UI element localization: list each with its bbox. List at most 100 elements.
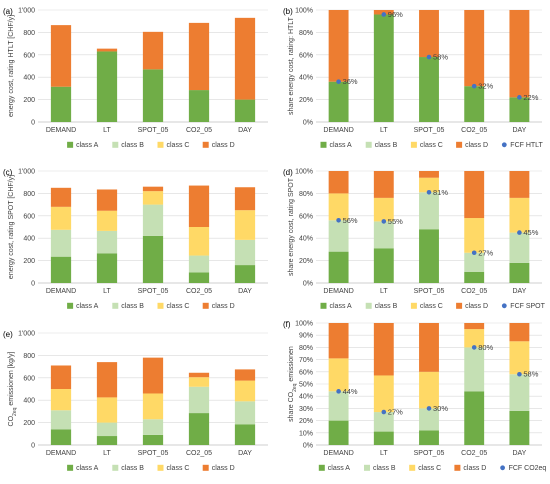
- bar-segment: [142, 434, 164, 445]
- bar-segment: [234, 401, 256, 425]
- y-tick-label: 80%: [299, 345, 313, 352]
- bar-segment: [373, 323, 394, 376]
- bar-segment: [464, 10, 485, 87]
- bar-segment: [373, 375, 394, 413]
- bar-segment: [419, 57, 439, 122]
- bar-segment: [50, 365, 72, 389]
- x-tick-label: SPOT_05: [414, 127, 445, 134]
- y-tick-label: 30%: [299, 406, 313, 413]
- legend-swatch: [364, 464, 370, 471]
- bar-segment: [188, 227, 210, 256]
- bar-segment: [188, 377, 210, 387]
- legend-label: class D: [212, 303, 235, 310]
- bar-segment: [96, 436, 118, 445]
- y-tick-label: 200: [23, 258, 35, 265]
- bar-segment: [464, 391, 485, 445]
- bar-segment: [419, 229, 439, 283]
- y-tick-label: 600: [23, 52, 35, 59]
- bar-segment: [328, 171, 349, 194]
- legend-swatch: [157, 464, 164, 471]
- legend-swatch: [410, 141, 417, 148]
- legend-label: class D: [465, 142, 488, 149]
- x-tick-label: DEMAND: [46, 450, 76, 457]
- bar-segment: [188, 255, 210, 273]
- x-tick-label: CO2_05: [461, 450, 487, 457]
- y-tick-label: 40%: [299, 394, 313, 401]
- x-tick-label: CO2_05: [461, 127, 487, 134]
- bar-segment: [96, 362, 118, 398]
- bar-segment: [373, 171, 394, 198]
- legend-label: class B: [121, 303, 144, 310]
- y-tick-label: 0%: [303, 443, 313, 450]
- bar-segment: [464, 347, 485, 392]
- x-tick-label: DEMAND: [46, 127, 76, 134]
- bar-segment: [188, 372, 210, 378]
- fcf-marker: [517, 95, 522, 100]
- bar-segment: [373, 248, 394, 283]
- y-tick-label: 100%: [295, 169, 313, 176]
- bar-segment: [509, 323, 530, 342]
- bar-segment: [96, 48, 118, 52]
- y-axis-title-tail: emissionen [kg/y]: [8, 352, 15, 408]
- bar-segment: [96, 230, 118, 254]
- data-label: 58%: [433, 53, 448, 62]
- legend-swatch: [67, 302, 74, 309]
- x-tick-label: LT: [380, 127, 388, 134]
- bar-segment: [96, 210, 118, 231]
- bar-segment: [509, 197, 530, 233]
- legend-label: class C: [420, 303, 443, 310]
- y-tick-label: 80%: [299, 30, 313, 37]
- x-tick-label: DEMAND: [46, 288, 76, 295]
- bar-segment: [234, 187, 256, 211]
- bar-segment: [188, 90, 210, 122]
- fcf-marker: [471, 345, 477, 350]
- data-label: 55%: [388, 217, 403, 226]
- fcf-marker: [471, 83, 477, 89]
- legend-label: class C: [167, 303, 190, 310]
- y-axis-title: energy cost, rating HTLT [CHF/y]: [8, 15, 15, 117]
- x-tick-label: LT: [103, 450, 111, 457]
- legend-label: class C: [167, 142, 190, 149]
- y-tick-label: 400: [23, 75, 35, 82]
- legend-label: FCF HTLT: [510, 142, 543, 149]
- legend-label: class B: [121, 142, 144, 149]
- y-tick-label: 50%: [299, 382, 313, 389]
- bar-segment: [234, 17, 256, 100]
- legend-swatch: [157, 302, 164, 309]
- x-tick-label: DAY: [238, 127, 252, 134]
- bar-segment: [50, 206, 72, 230]
- bar-segment: [234, 99, 256, 122]
- bar-segment: [142, 191, 164, 205]
- fcf-marker: [381, 409, 387, 415]
- fcf-marker: [381, 219, 387, 224]
- bar-segment: [464, 171, 485, 219]
- bar-segment: [234, 239, 256, 266]
- x-tick-label: DAY: [512, 127, 526, 134]
- bar-segment: [142, 357, 164, 394]
- bar-segment: [50, 429, 72, 445]
- y-tick-label: 10%: [299, 430, 313, 437]
- legend-label: class A: [328, 465, 351, 472]
- legend-label: class D: [212, 465, 235, 472]
- legend-swatch: [365, 141, 372, 148]
- bar-segment: [419, 177, 439, 193]
- x-tick-label: CO2_05: [186, 127, 212, 134]
- bar-segment: [373, 412, 394, 432]
- legend-swatch: [112, 464, 119, 471]
- bar-segment: [419, 192, 439, 230]
- x-tick-label: DAY: [512, 288, 526, 295]
- panel-label: (c): [3, 168, 13, 177]
- y-axis-title: CO2eq emissionen [kg/y]: [8, 352, 18, 427]
- chart-panel: (b) 0% 20% 40% 60% 80% 100%share energy cost, …: [283, 7, 544, 149]
- legend-label: class A: [76, 465, 99, 472]
- bar-segment: [419, 171, 439, 178]
- bar-segment: [328, 81, 349, 122]
- bar-segment: [50, 389, 72, 411]
- panel-label: (b): [283, 7, 293, 16]
- bar-segment: [419, 323, 439, 372]
- panel-label: (e): [3, 330, 13, 339]
- legend-label: class A: [76, 303, 99, 310]
- legend-swatch: [320, 302, 327, 309]
- data-label: 30%: [433, 404, 448, 413]
- bar-segment: [509, 341, 530, 375]
